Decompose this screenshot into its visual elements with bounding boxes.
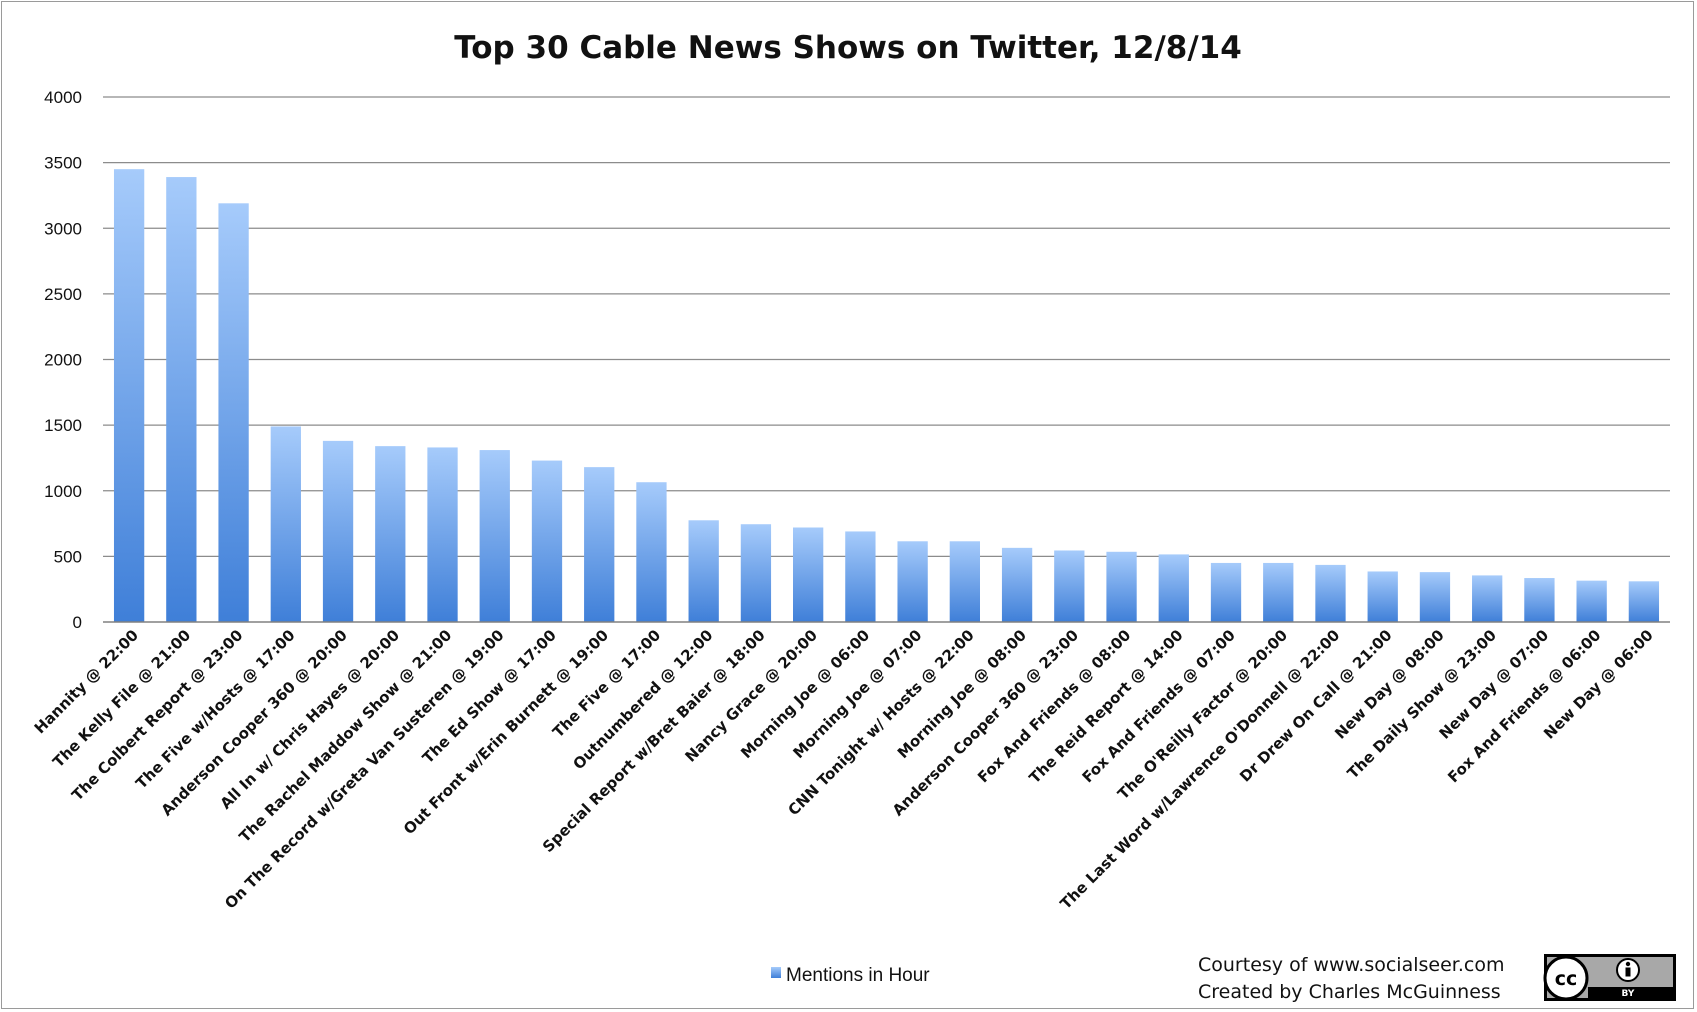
legend: Mentions in Hour [771, 965, 930, 986]
bar [688, 520, 719, 622]
bar [479, 450, 510, 622]
bar [166, 177, 197, 622]
y-tick-label: 0 [73, 613, 82, 632]
bar [1263, 562, 1294, 622]
credit-line-1: Courtesy of www.socialseer.com [1198, 954, 1504, 976]
bar [1472, 575, 1503, 622]
bar [1054, 550, 1085, 622]
x-tick-label: Anderson Cooper 360 @ 20:00 [158, 626, 351, 819]
bar [270, 426, 301, 622]
bar [1106, 551, 1137, 622]
bar [1576, 580, 1607, 622]
bar [1419, 572, 1451, 622]
bar [1315, 564, 1346, 622]
y-tick-label: 3500 [44, 154, 82, 173]
bar [636, 482, 667, 622]
x-tick-label: CNN Tonight w/ Hosts @ 22:00 [785, 626, 978, 819]
bar [113, 169, 145, 622]
legend-swatch [771, 967, 781, 978]
credits: Courtesy of www.socialseer.com Created b… [1198, 954, 1504, 1003]
y-tick-label: 1000 [44, 482, 82, 501]
bar [375, 446, 406, 622]
bar [584, 467, 615, 622]
bar [322, 440, 354, 622]
bar [793, 527, 824, 622]
y-tick-label: 2000 [44, 351, 82, 370]
bar [740, 524, 772, 622]
y-tick-label: 2500 [44, 285, 82, 304]
bar [531, 460, 563, 622]
by-label: BY [1622, 989, 1635, 999]
bar [427, 447, 458, 622]
bar [1001, 547, 1033, 622]
chart-title: Top 30 Cable News Shows on Twitter, 12/8… [454, 30, 1242, 66]
legend-label: Mentions in Hour [786, 965, 930, 986]
bar [1210, 562, 1242, 622]
creative-commons-by-icon: cc BY [1543, 954, 1676, 1001]
cc-logo-text: cc [1555, 968, 1578, 990]
bar [1628, 581, 1660, 622]
bar [1524, 578, 1555, 622]
bars [113, 169, 1660, 622]
bar [1367, 571, 1398, 622]
bar [949, 541, 980, 622]
y-axis-tick-labels: 0 500 1000 1500 2000 2500 3000 3500 4000 [44, 88, 82, 632]
bar [218, 203, 249, 622]
y-tick-label: 4000 [44, 88, 82, 107]
y-tick-label: 500 [54, 547, 82, 566]
bar [845, 531, 876, 622]
bar [1158, 554, 1189, 622]
bar [897, 541, 928, 622]
y-tick-label: 3000 [44, 219, 82, 238]
credit-line-2: Created by Charles McGuinness [1198, 981, 1501, 1003]
y-tick-label: 1500 [44, 416, 82, 435]
gridlines [103, 96, 1670, 557]
x-tick-label: Anderson Cooper 360 @ 23:00 [889, 626, 1082, 819]
